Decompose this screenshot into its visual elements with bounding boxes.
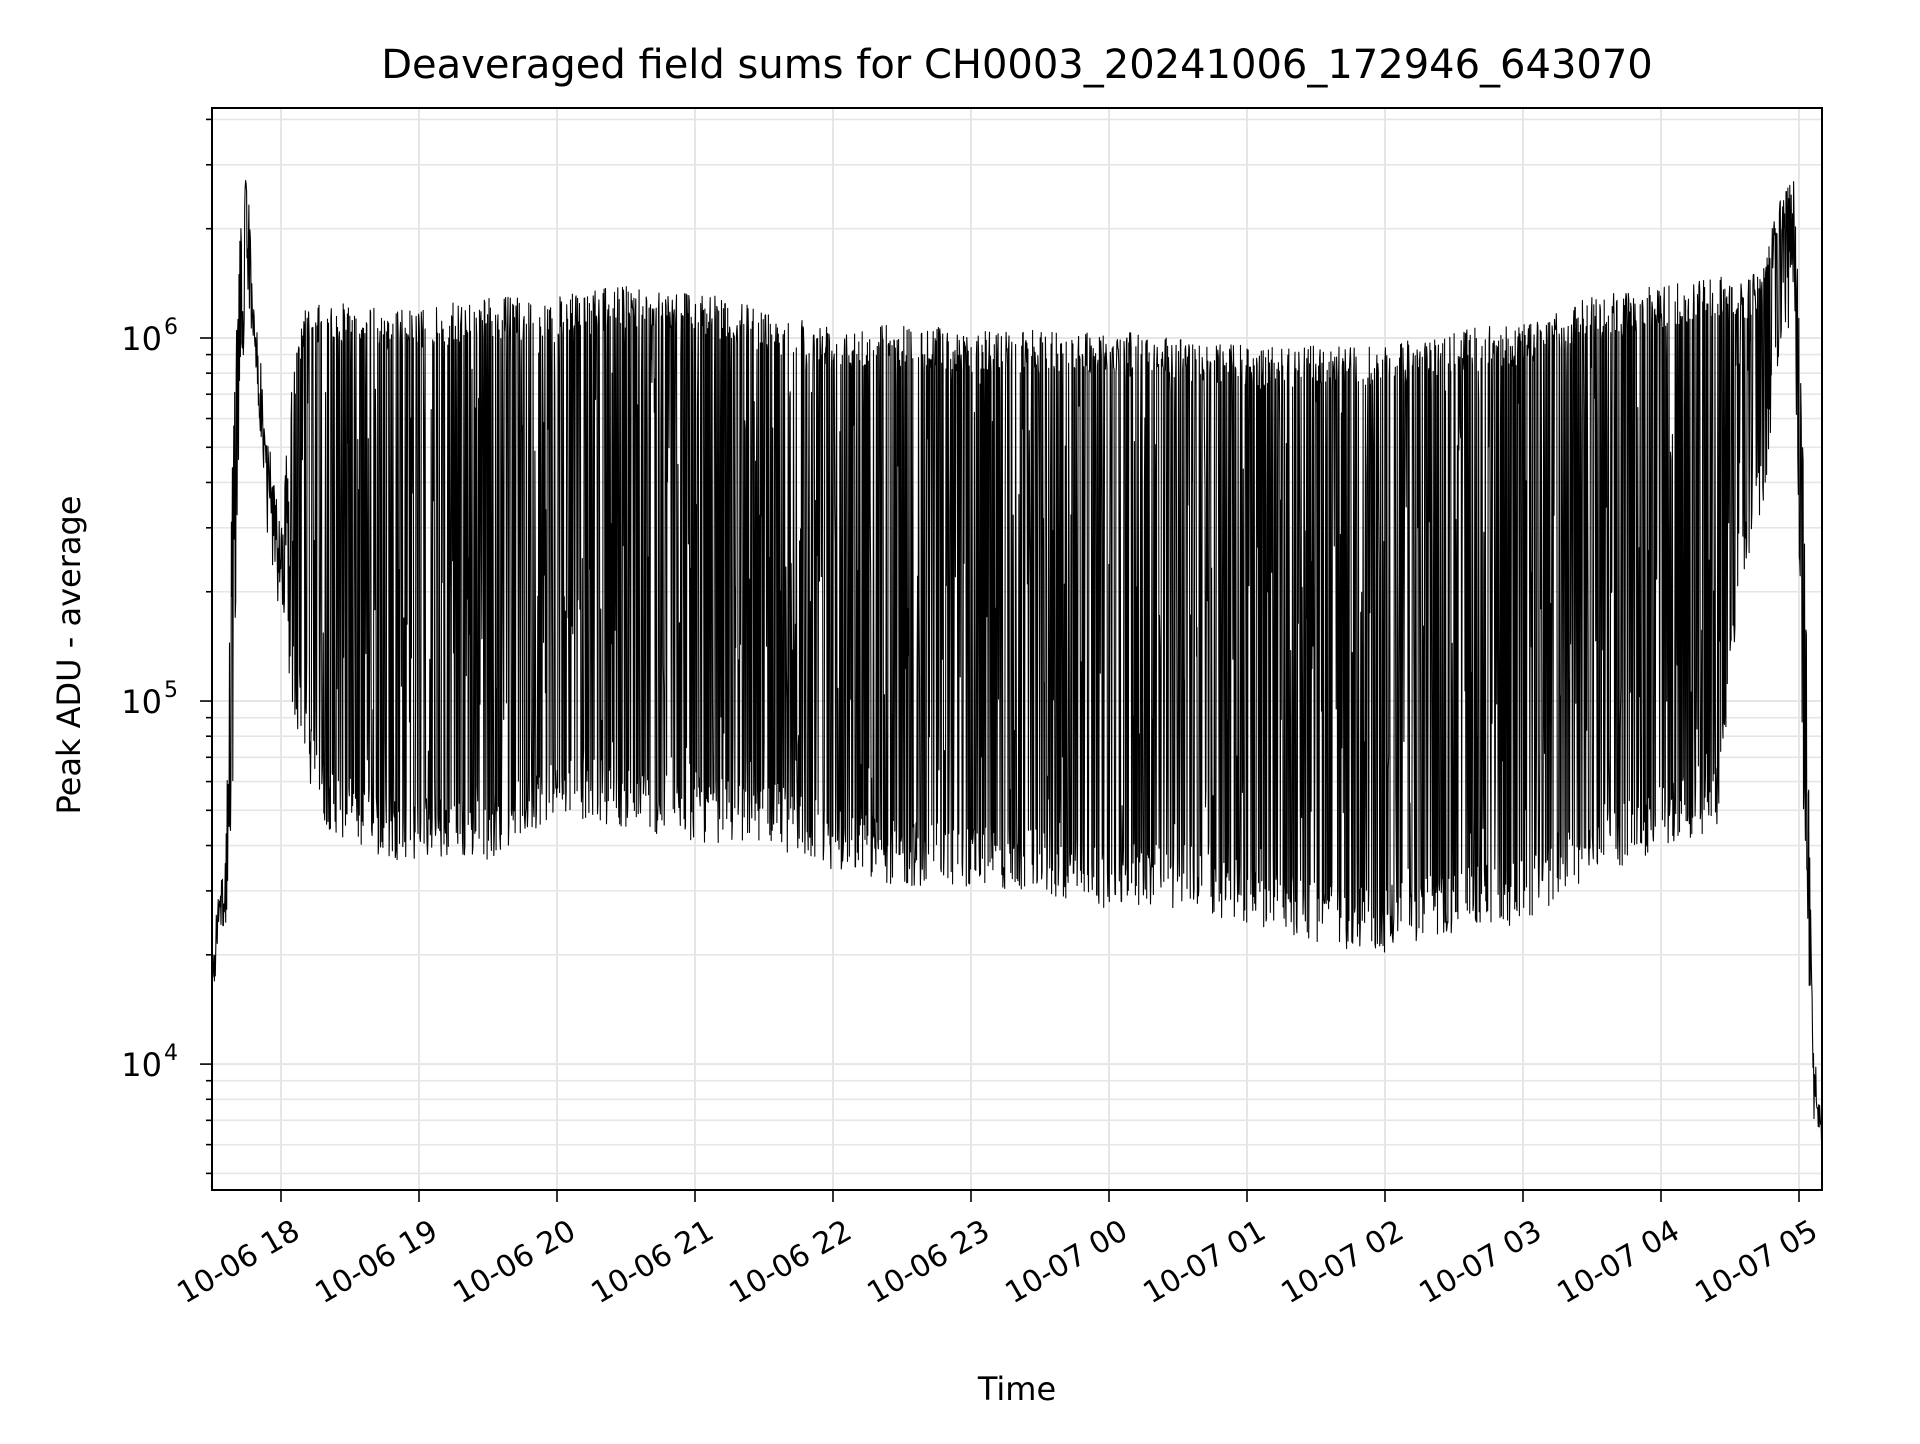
x-axis-label: Time <box>977 1370 1056 1408</box>
plot-frame <box>211 107 1823 1191</box>
y-tick-label-exponent: 5 <box>164 678 178 703</box>
series <box>211 180 1823 1143</box>
chart-title: Deaveraged field sums for CH0003_2024100… <box>381 42 1653 88</box>
y-tick-label-exponent: 6 <box>164 315 178 340</box>
y-tick-label: 10 <box>121 1046 162 1084</box>
y-axis-label: Peak ADU - average <box>50 496 88 815</box>
y-tick-label-exponent: 4 <box>164 1041 178 1066</box>
y-tick-label: 10 <box>121 683 162 721</box>
y-tick-label: 10 <box>121 320 162 358</box>
series-line <box>211 180 1823 1143</box>
